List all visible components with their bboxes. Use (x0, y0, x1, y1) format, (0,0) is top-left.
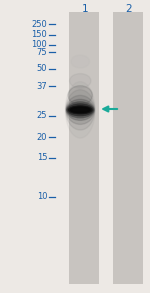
Ellipse shape (66, 90, 95, 130)
Text: 10: 10 (37, 193, 47, 201)
Ellipse shape (68, 86, 92, 105)
Ellipse shape (70, 107, 90, 113)
Ellipse shape (66, 99, 94, 120)
Text: 37: 37 (36, 82, 47, 91)
Bar (113, 12, 143, 284)
Text: 75: 75 (37, 48, 47, 57)
Ellipse shape (68, 104, 93, 116)
Text: 20: 20 (37, 133, 47, 142)
Text: 2: 2 (125, 4, 132, 14)
Text: 15: 15 (37, 153, 47, 162)
Ellipse shape (65, 82, 95, 138)
Text: 1: 1 (82, 4, 89, 14)
Text: 150: 150 (32, 30, 47, 39)
Text: 50: 50 (37, 64, 47, 73)
Text: 250: 250 (32, 20, 47, 28)
Ellipse shape (67, 102, 94, 118)
Ellipse shape (70, 74, 91, 88)
Text: 100: 100 (32, 40, 47, 49)
Text: 25: 25 (37, 111, 47, 120)
Ellipse shape (71, 55, 90, 68)
Ellipse shape (69, 106, 92, 114)
Bar (69, 12, 99, 284)
Ellipse shape (66, 96, 94, 124)
